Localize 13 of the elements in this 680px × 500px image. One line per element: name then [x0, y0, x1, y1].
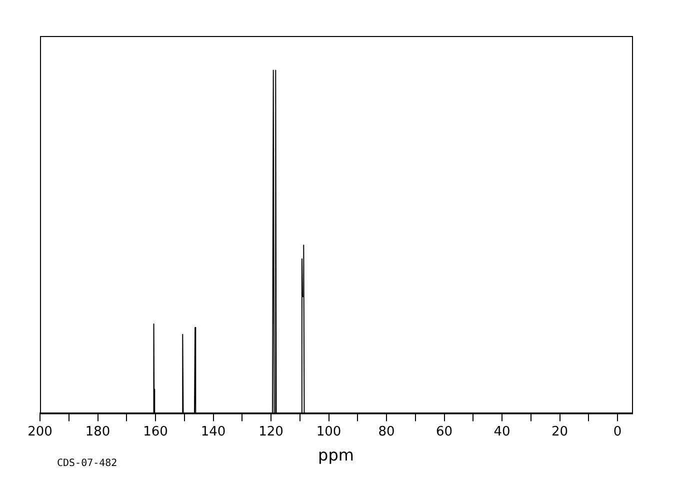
- x-tick-label: 200: [28, 424, 52, 440]
- x-tick-label: 0: [613, 424, 622, 440]
- x-tick-label: 120: [258, 424, 284, 440]
- x-tick-label: 60: [436, 424, 453, 440]
- text: CDS-07-482: [57, 458, 118, 469]
- x-tick-label: 140: [200, 424, 226, 440]
- x-tick-label: 20: [552, 424, 568, 440]
- x-tick-label: 180: [85, 424, 110, 440]
- x-tick-label: 100: [316, 424, 342, 440]
- x-tick-label: 80: [378, 424, 395, 440]
- x-tick-label: 40: [494, 424, 510, 440]
- x-tick-label: 160: [143, 424, 168, 440]
- x-axis-title: ppm: [318, 446, 354, 465]
